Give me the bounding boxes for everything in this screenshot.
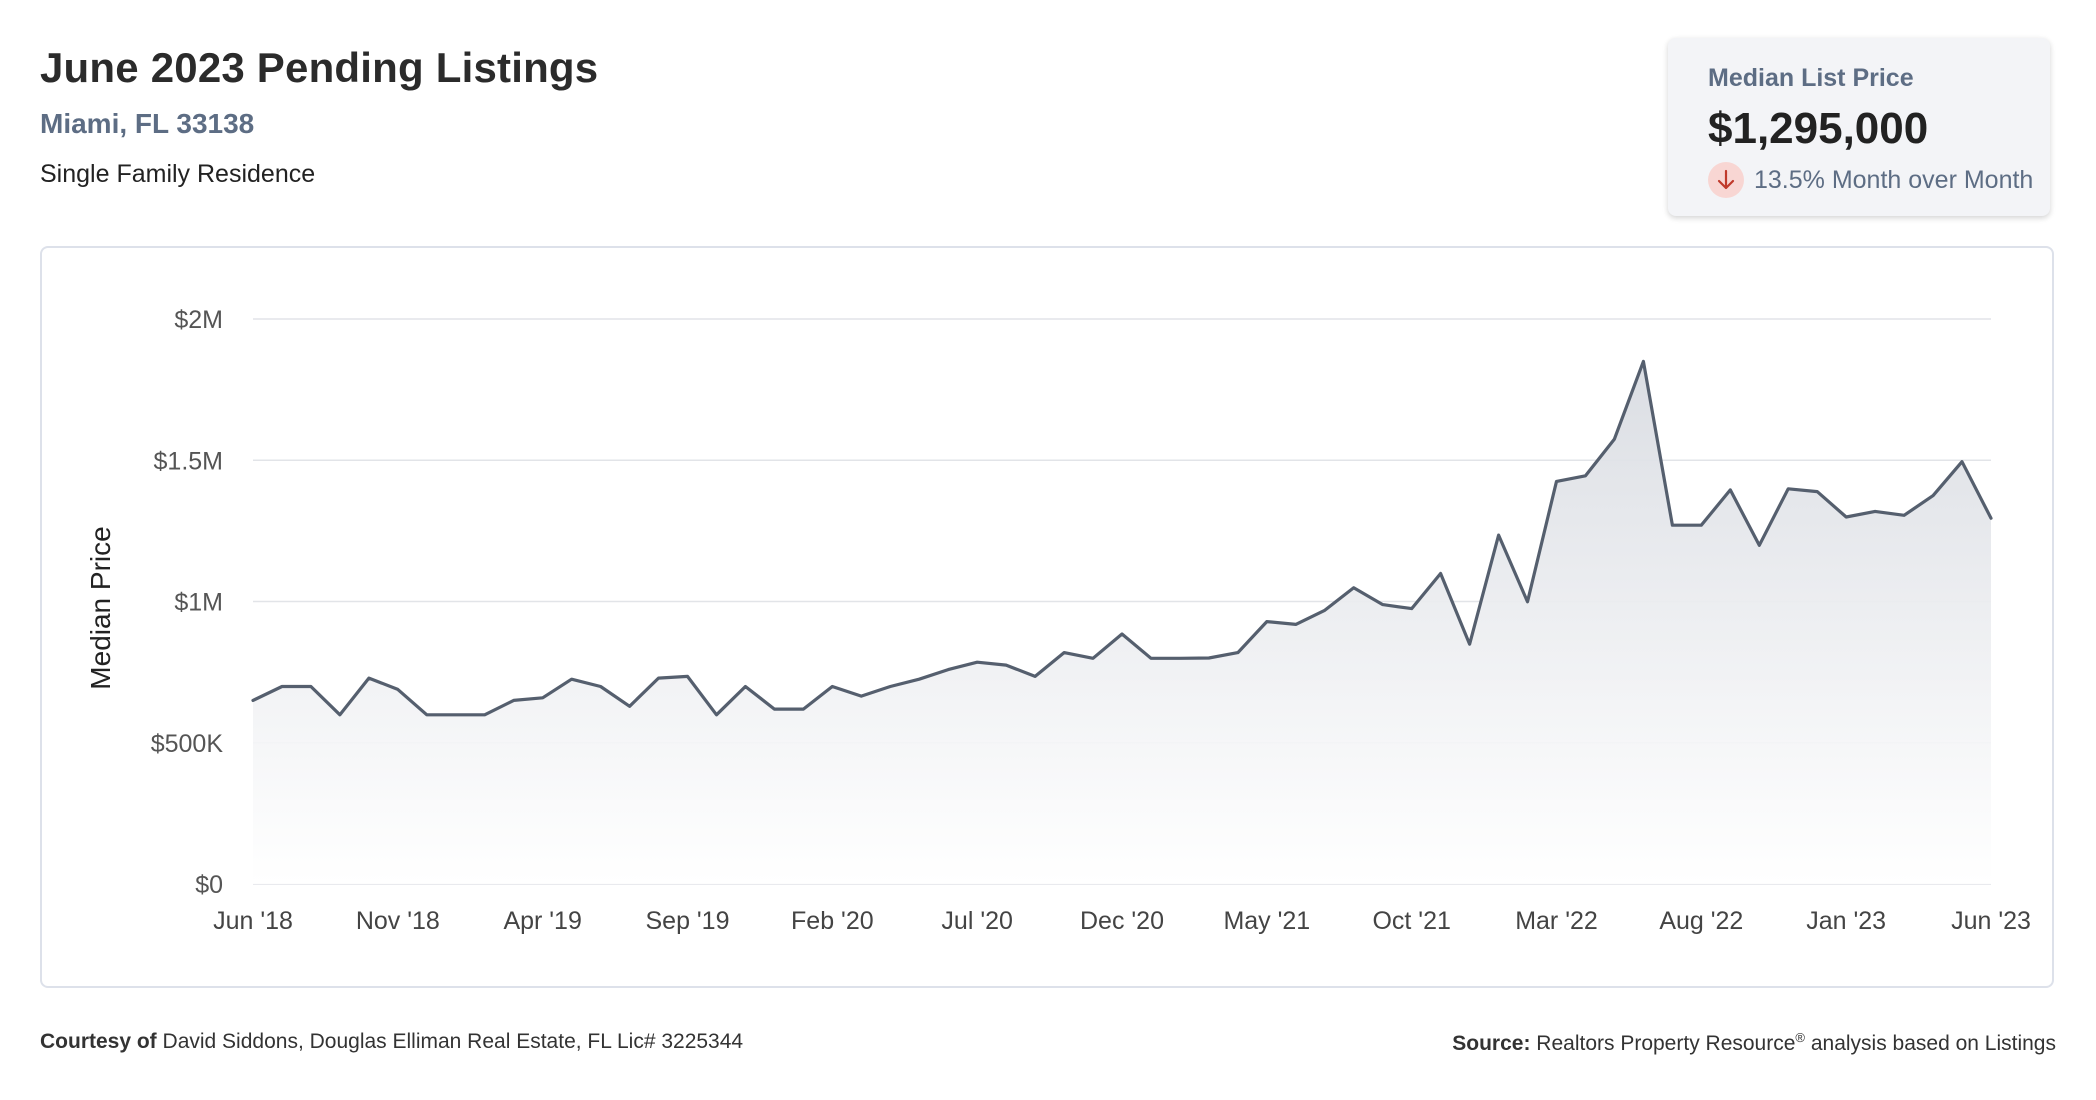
median-list-price-card: Median List Price $1,295,000 13.5% Month… — [1668, 38, 2050, 216]
source-label: Source: — [1452, 1032, 1531, 1055]
x-tick-label: Jun '18 — [213, 907, 293, 935]
y-tick-label: $1M — [174, 589, 223, 617]
chart-panel: $0 $500K $1M $1.5M $2M Jun '18 Nov '18 Apr '19… — [40, 246, 2054, 988]
y-tick-label: $0 — [195, 871, 223, 899]
location-label: Miami, FL 33138 — [40, 108, 255, 139]
price-line — [251, 359, 1993, 717]
price-area — [253, 361, 1991, 884]
x-tick-label: Mar '22 — [1515, 907, 1598, 935]
y-tick-label: $1.5M — [154, 447, 223, 475]
median-price-chart: $0 $500K $1M $1.5M $2M Jun '18 Nov '18 Apr '19… — [85, 306, 2031, 935]
x-tick-label: May '21 — [1223, 907, 1310, 935]
x-tick-label: Jul '20 — [941, 907, 1012, 935]
stat-change: 13.5% Month over Month — [1708, 162, 2033, 198]
source-footer: Source: Realtors Property Resource® anal… — [1452, 1030, 2056, 1056]
registered-mark: ® — [1795, 1030, 1805, 1045]
x-tick-label: Nov '18 — [356, 907, 440, 935]
arrow-down-icon — [1708, 162, 1744, 198]
courtesy-label: Courtesy of — [40, 1030, 157, 1053]
x-tick-label: Aug '22 — [1659, 907, 1743, 935]
x-tick-label: Jan '23 — [1806, 907, 1886, 935]
y-tick-label: $2M — [174, 306, 223, 334]
page-title: June 2023 Pending Listings — [40, 44, 599, 91]
y-tick-label: $500K — [151, 730, 224, 758]
stat-change-text: 13.5% Month over Month — [1754, 165, 2034, 194]
source-suffix: analysis based on Listings — [1805, 1032, 2056, 1055]
y-axis-label: Median Price — [85, 526, 116, 689]
x-tick-label: Sep '19 — [645, 907, 729, 935]
x-tick-label: Oct '21 — [1372, 907, 1450, 935]
stat-label: Median List Price — [1708, 64, 1914, 92]
x-tick-label: Jun '23 — [1951, 907, 2031, 935]
property-type-label: Single Family Residence — [40, 160, 316, 188]
x-tick-label: Apr '19 — [503, 907, 581, 935]
stat-value: $1,295,000 — [1708, 104, 1929, 153]
courtesy-footer: Courtesy of David Siddons, Douglas Ellim… — [40, 1030, 743, 1054]
x-tick-label: Dec '20 — [1080, 907, 1164, 935]
x-tick-label: Feb '20 — [791, 907, 874, 935]
courtesy-text: David Siddons, Douglas Elliman Real Esta… — [162, 1030, 744, 1053]
source-text: Realtors Property Resource — [1536, 1032, 1796, 1055]
